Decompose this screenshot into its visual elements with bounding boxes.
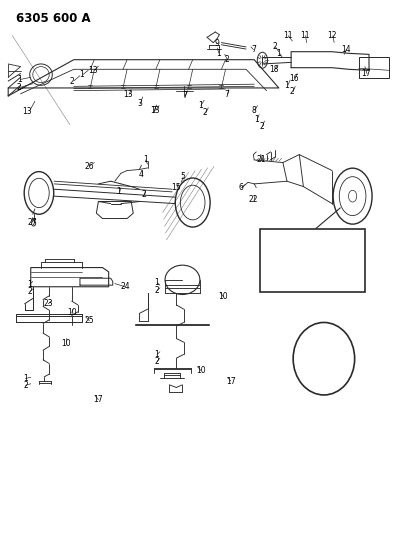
Text: 16: 16 (289, 74, 299, 83)
Text: 10: 10 (218, 293, 228, 301)
Text: 13: 13 (22, 108, 31, 116)
Text: 20: 20 (270, 255, 280, 264)
Bar (260, 229, 364, 292)
Text: 12: 12 (326, 31, 336, 40)
Text: 1: 1 (154, 278, 159, 287)
Text: 6: 6 (328, 268, 333, 276)
Text: 17: 17 (360, 69, 370, 78)
Text: 3: 3 (137, 100, 142, 108)
Text: 23: 23 (43, 300, 53, 308)
Text: 1: 1 (154, 350, 159, 359)
Ellipse shape (292, 322, 354, 395)
Text: 9: 9 (214, 39, 219, 48)
Text: 1: 1 (143, 156, 148, 164)
Text: 14: 14 (340, 45, 350, 53)
Text: 19: 19 (309, 250, 319, 259)
Text: 13: 13 (123, 90, 133, 99)
Text: 21: 21 (256, 156, 266, 164)
Text: 10: 10 (67, 309, 76, 317)
Text: 17: 17 (225, 377, 235, 385)
Text: 1: 1 (216, 49, 220, 58)
Text: 6: 6 (238, 183, 243, 192)
Text: 7: 7 (224, 90, 229, 99)
Text: 1: 1 (27, 280, 32, 288)
Text: 2: 2 (154, 286, 159, 295)
Text: 18: 18 (268, 65, 278, 74)
Text: 6305 600 A: 6305 600 A (16, 12, 91, 25)
Text: 25: 25 (84, 317, 94, 325)
Text: 11: 11 (283, 31, 292, 40)
Text: 2: 2 (17, 84, 22, 92)
Text: 1: 1 (276, 49, 281, 58)
Text: 10: 10 (61, 340, 71, 348)
Text: 1: 1 (197, 101, 202, 110)
Text: 7: 7 (250, 45, 255, 54)
Text: 11: 11 (300, 31, 310, 40)
Text: 10: 10 (196, 366, 205, 375)
Text: 2: 2 (154, 357, 159, 366)
Bar (358, 57, 389, 78)
Text: 28: 28 (326, 349, 335, 358)
Text: 2: 2 (258, 122, 263, 131)
Text: 1: 1 (17, 76, 22, 84)
Text: 1: 1 (284, 81, 289, 90)
Text: 7: 7 (182, 92, 187, 100)
Text: 2: 2 (272, 43, 276, 51)
Text: 4: 4 (139, 171, 144, 179)
Text: 22: 22 (248, 196, 258, 204)
Text: 26: 26 (84, 162, 94, 171)
Text: 17: 17 (93, 395, 103, 404)
Text: 2: 2 (69, 77, 74, 85)
Text: 15: 15 (171, 183, 181, 192)
Text: 2: 2 (23, 381, 28, 390)
Text: 1: 1 (116, 188, 121, 196)
Text: 27: 27 (27, 218, 37, 227)
Text: 2: 2 (289, 87, 294, 96)
Text: 5: 5 (180, 173, 184, 181)
Text: 13: 13 (150, 106, 160, 115)
Text: 24: 24 (120, 282, 130, 291)
Text: 2: 2 (224, 55, 229, 63)
Text: 1: 1 (253, 116, 258, 124)
Text: 8: 8 (251, 106, 256, 115)
Text: 2: 2 (141, 190, 146, 199)
Text: 13: 13 (88, 66, 98, 75)
Text: 2: 2 (27, 287, 32, 296)
Text: 1: 1 (79, 70, 84, 79)
Text: 7: 7 (151, 106, 156, 115)
Text: 1: 1 (23, 374, 28, 383)
Text: 2: 2 (202, 109, 207, 117)
